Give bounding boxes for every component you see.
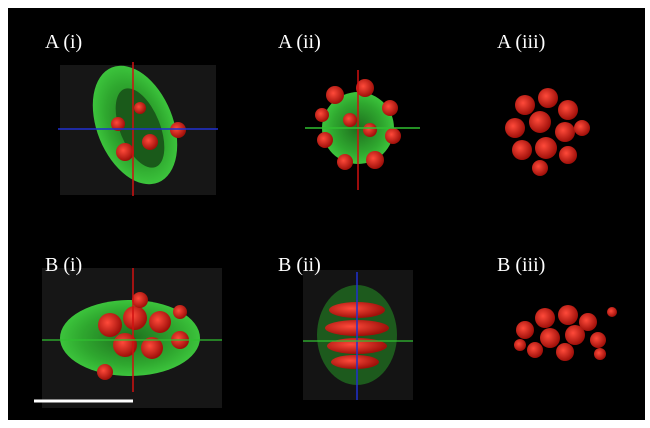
panel-a-i bbox=[58, 53, 218, 196]
panel-b-i bbox=[34, 268, 222, 408]
panel-label: A (ii) bbox=[278, 31, 321, 53]
figure: A (i) A (ii) A (iii) B (i) B (ii) B (iii… bbox=[0, 0, 650, 428]
panel-label: B (i) bbox=[45, 254, 82, 276]
panel-b-ii bbox=[303, 270, 413, 400]
panel-label: B (ii) bbox=[278, 254, 321, 276]
panel-label: B (iii) bbox=[497, 254, 545, 276]
panel-label: A (iii) bbox=[497, 31, 545, 53]
panel-label: A (i) bbox=[45, 31, 82, 53]
